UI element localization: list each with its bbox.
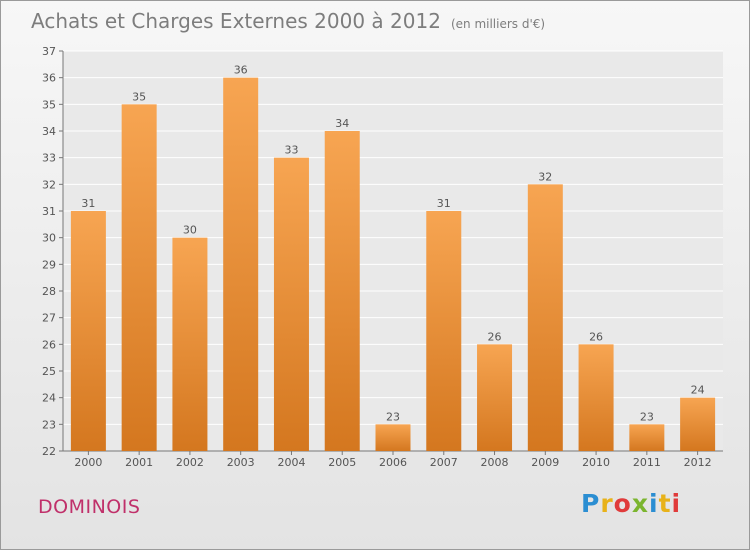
bar-value-label: 33 bbox=[284, 144, 298, 157]
logo-letter: r bbox=[600, 489, 614, 518]
bar-2003 bbox=[223, 77, 259, 452]
bar-value-label: 31 bbox=[81, 197, 95, 210]
bar-value-label: 23 bbox=[386, 410, 400, 423]
bar-2010 bbox=[578, 344, 614, 451]
y-tick-label: 28 bbox=[42, 285, 56, 298]
y-tick-label: 25 bbox=[42, 365, 56, 378]
bar-value-label: 34 bbox=[335, 117, 349, 130]
y-tick-label: 35 bbox=[42, 98, 56, 111]
bar-value-label: 26 bbox=[589, 330, 603, 343]
commune-name: DOMINOIS bbox=[38, 496, 141, 518]
y-tick-label: 34 bbox=[42, 125, 56, 138]
x-tick-label: 2012 bbox=[684, 456, 712, 469]
y-tick-label: 36 bbox=[42, 72, 56, 85]
x-tick-label: 2000 bbox=[74, 456, 102, 469]
logo-letter: P bbox=[581, 489, 601, 518]
y-tick-label: 31 bbox=[42, 205, 56, 218]
chart-unit: (en milliers d'€) bbox=[450, 17, 546, 31]
y-tick-label: 26 bbox=[42, 338, 56, 351]
x-tick-label: 2005 bbox=[328, 456, 356, 469]
x-tick-label: 2002 bbox=[176, 456, 204, 469]
x-tick-label: 2009 bbox=[531, 456, 559, 469]
bar-2004 bbox=[273, 157, 309, 451]
x-tick-label: 2006 bbox=[379, 456, 407, 469]
chart-title-text: Achats et Charges Externes 2000 à 2012 bbox=[31, 9, 441, 33]
bar-value-label: 35 bbox=[132, 90, 146, 103]
bar-value-label: 30 bbox=[183, 224, 197, 237]
y-tick-label: 27 bbox=[42, 312, 56, 325]
bar-2000 bbox=[70, 211, 106, 451]
y-tick-label: 29 bbox=[42, 258, 56, 271]
bar-2005 bbox=[324, 131, 360, 451]
y-tick-label: 23 bbox=[42, 418, 56, 431]
bar-2012 bbox=[680, 397, 716, 451]
bar-2007 bbox=[426, 211, 462, 451]
bar-2001 bbox=[121, 104, 157, 451]
x-tick-label: 2011 bbox=[633, 456, 661, 469]
bar-2011 bbox=[629, 424, 665, 451]
bar-value-label: 36 bbox=[234, 64, 248, 77]
x-tick-label: 2003 bbox=[227, 456, 255, 469]
logo-letter: i bbox=[671, 489, 682, 518]
bar-value-label: 23 bbox=[640, 410, 654, 423]
logo-letter: o bbox=[613, 489, 632, 518]
bar-value-label: 32 bbox=[538, 170, 552, 183]
x-tick-label: 2004 bbox=[277, 456, 305, 469]
x-tick-label: 2008 bbox=[481, 456, 509, 469]
logo-letter: t bbox=[658, 489, 672, 518]
x-tick-label: 2001 bbox=[125, 456, 153, 469]
y-tick-label: 33 bbox=[42, 152, 56, 165]
bar-value-label: 24 bbox=[691, 384, 705, 397]
plot-area bbox=[63, 51, 723, 451]
y-tick-label: 22 bbox=[42, 445, 56, 458]
chart-title: Achats et Charges Externes 2000 à 2012 (e… bbox=[31, 9, 545, 33]
bar-2002 bbox=[172, 237, 208, 451]
bar-2008 bbox=[477, 344, 513, 451]
x-tick-label: 2010 bbox=[582, 456, 610, 469]
bar-value-label: 26 bbox=[488, 330, 502, 343]
x-tick-label: 2007 bbox=[430, 456, 458, 469]
logo-letter: i bbox=[649, 489, 659, 518]
y-tick-label: 37 bbox=[42, 45, 56, 58]
bar-2009 bbox=[527, 184, 563, 452]
logo-letter: x bbox=[631, 489, 649, 518]
bar-2006 bbox=[375, 424, 411, 451]
y-tick-label: 32 bbox=[42, 178, 56, 191]
proxiti-logo: Proxiti bbox=[581, 489, 681, 518]
y-tick-label: 30 bbox=[42, 232, 56, 245]
y-tick-label: 24 bbox=[42, 392, 56, 405]
bar-value-label: 31 bbox=[437, 197, 451, 210]
